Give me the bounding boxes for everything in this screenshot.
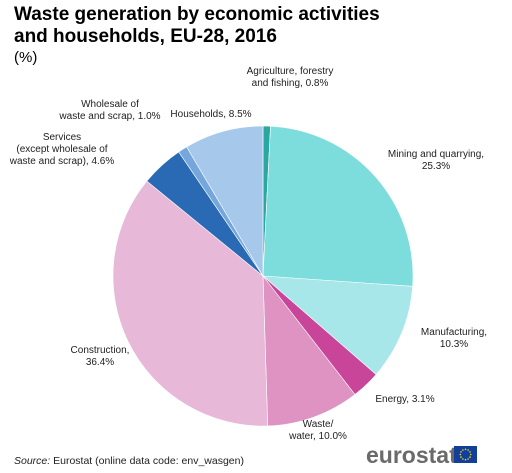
- pie-label-6: Construction, 36.4%: [71, 345, 130, 368]
- flag-star: [460, 456, 462, 458]
- pie-label-line: Construction,: [71, 345, 130, 356]
- pie-label-line: Wholesale of: [81, 99, 139, 110]
- pie-labels: Agriculture, forestry and fishing, 0.8% Mi…: [9, 66, 487, 442]
- pie-label-line: (except wholesale of: [16, 144, 107, 155]
- pie-label-line: 25.3%: [422, 161, 450, 172]
- flag-star: [459, 453, 462, 456]
- chart-title-line-2: and households, EU-28, 2016: [14, 26, 277, 47]
- eu-flag-icon: [454, 446, 477, 463]
- pie-label-7: Services (except wholesale of waste and sc…: [9, 132, 115, 167]
- pie-label-8: Wholesale of waste and scrap, 1.0%: [58, 99, 160, 122]
- pie-label-line: Waste/: [303, 419, 334, 430]
- pie-label-3: Manufacturing, 10.3%: [421, 327, 487, 350]
- pie-slice-6: [112, 180, 269, 427]
- flag-star: [462, 458, 464, 460]
- pie-slice-3: [262, 275, 413, 375]
- pie-label-line: water, 10.0%: [288, 431, 347, 442]
- chart-title-line-1: Waste generation by economic activities: [14, 4, 380, 25]
- eurostat-logo: eurostat: [366, 442, 508, 468]
- eurostat-logo-text: eurostat: [366, 442, 457, 468]
- pie-label-line: 36.4%: [86, 357, 114, 368]
- source-text: Eurostat (online data code: env_wasgen): [53, 455, 244, 467]
- pie-slice-9: [186, 125, 264, 278]
- pie-label-5: Waste/water, 10.0%: [288, 419, 347, 442]
- pie-label-4: Energy, 3.1%: [375, 394, 434, 405]
- source-note: Source: Eurostat (online data code: env_…: [14, 455, 244, 467]
- pie-label-line: Manufacturing,: [421, 327, 487, 338]
- pie-label-line: Agriculture, forestry: [247, 66, 334, 77]
- pie-label-line: Energy, 3.1%: [375, 394, 434, 405]
- flag-star: [462, 449, 464, 451]
- pie-label-line: Households, 8.5%: [170, 109, 251, 120]
- pie-slice-2: [262, 125, 414, 287]
- pie-label-9: Households, 8.5%: [170, 109, 251, 120]
- pie-slices: [112, 125, 414, 427]
- pie-label-line: waste and scrap), 4.6%: [9, 156, 115, 167]
- pie-label-1: Agriculture, forestry and fishing, 0.8%: [247, 66, 334, 89]
- pie-label-line: and fishing, 0.8%: [252, 78, 329, 89]
- flag-star: [464, 448, 467, 451]
- pie-label-line: 10.3%: [440, 339, 468, 350]
- flag-star: [469, 451, 471, 453]
- chart-subtitle: (%): [14, 49, 38, 66]
- pie-slice-5: [262, 275, 356, 427]
- flag-star: [467, 449, 469, 451]
- pie-label-line: Services: [43, 132, 81, 143]
- flag-star: [467, 458, 469, 460]
- chart-title: Waste generation by economic activities …: [14, 4, 494, 48]
- flag-star: [460, 451, 462, 453]
- pie-label-line: waste and scrap, 1.0%: [58, 111, 160, 122]
- flag-star: [469, 453, 472, 456]
- pie-label-line: Mining and quarrying,: [388, 149, 484, 160]
- flag-star: [469, 456, 471, 458]
- flag-star: [464, 458, 467, 461]
- source-label: Source:: [14, 455, 51, 467]
- pie-label-2: Mining and quarrying, 25.3%: [388, 149, 484, 172]
